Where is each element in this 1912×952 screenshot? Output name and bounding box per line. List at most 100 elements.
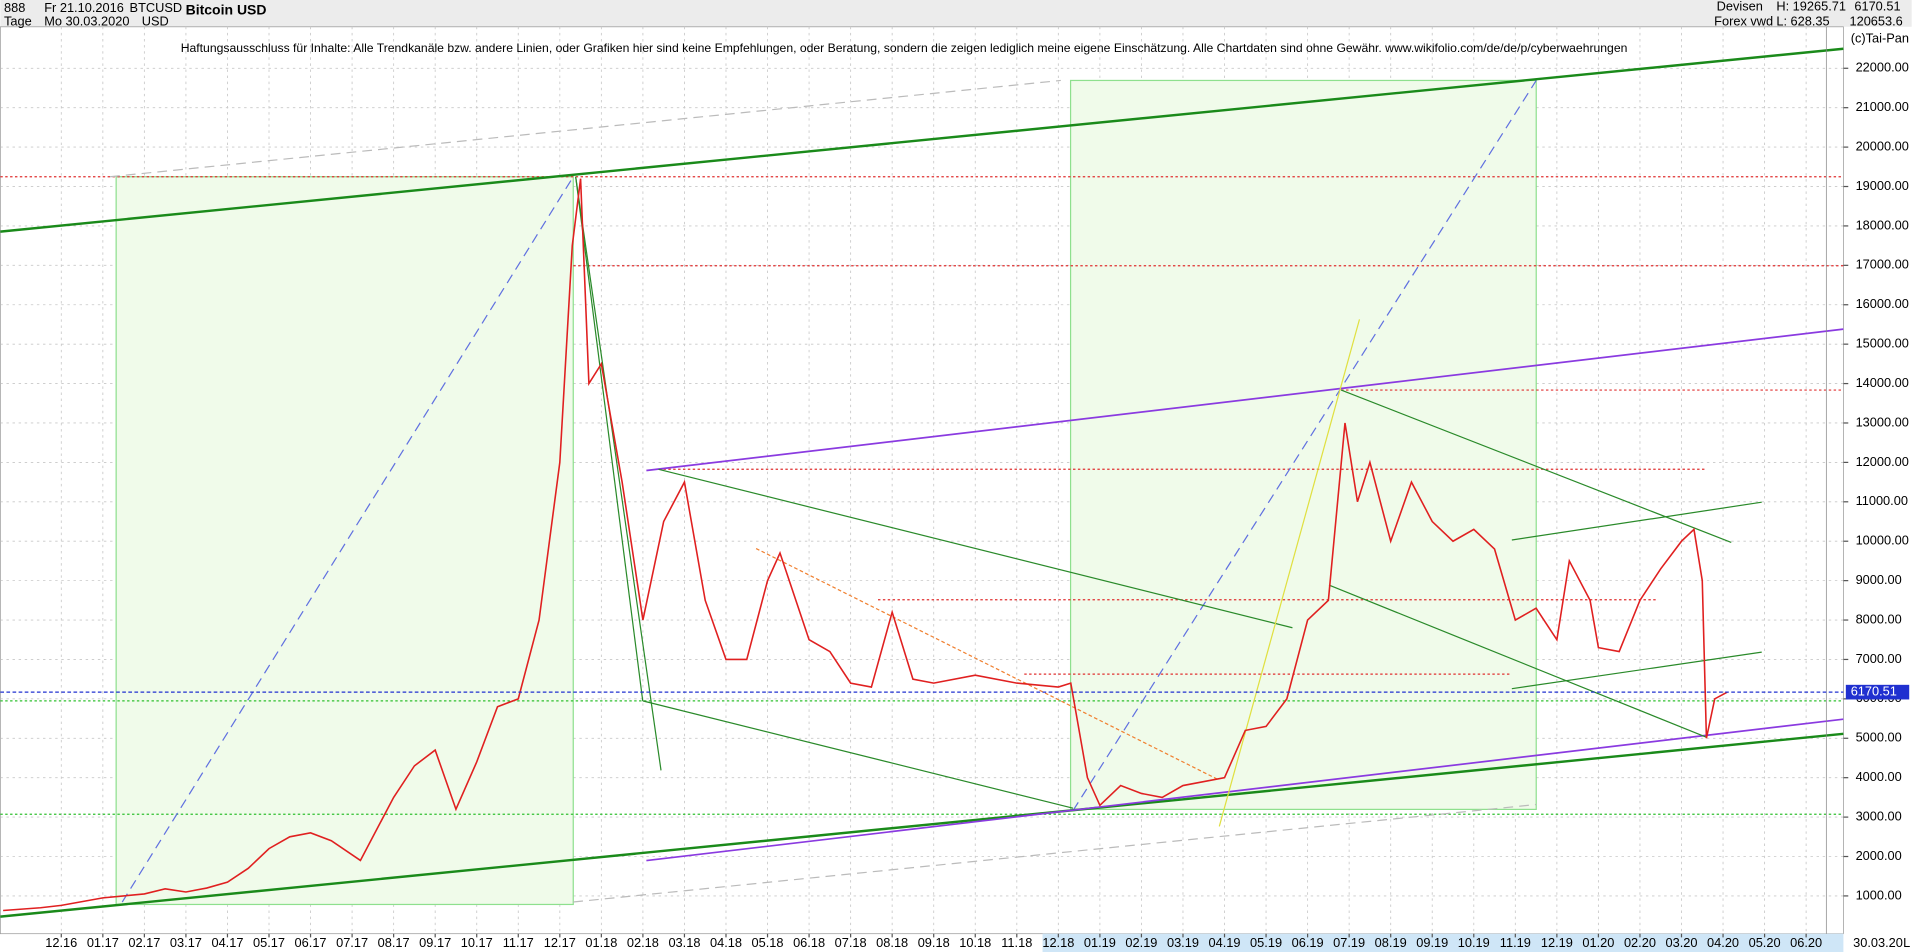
x-tick-label: 09.18 <box>918 935 950 950</box>
x-tick-label: 12.17 <box>544 935 576 950</box>
x-tick-label: 09.19 <box>1416 935 1448 950</box>
x-tick-label: 12.16 <box>45 935 77 950</box>
toolbar-code[interactable]: 888 <box>4 0 25 15</box>
toolbar-period[interactable]: Tage <box>4 13 32 28</box>
y-tick-label: 18000.00 <box>1856 217 1909 232</box>
trend-line <box>1328 584 1708 739</box>
trend-line <box>1218 319 1361 827</box>
x-tick-label: 05.17 <box>253 935 285 950</box>
x-tick-label: 01.19 <box>1084 935 1116 950</box>
x-tick-label: 03.20 <box>1666 935 1698 950</box>
y-tick-label: 14000.00 <box>1856 375 1909 390</box>
x-tick-label: 08.18 <box>876 935 908 950</box>
x-tick-label: 04.20 <box>1707 935 1739 950</box>
trend-line <box>646 718 1844 862</box>
disclaimer: Haftungsausschluss für Inhalte: Alle Tre… <box>181 41 1628 55</box>
x-tick-label: 03.17 <box>170 935 202 950</box>
x-tick-label: 12.18 <box>1042 935 1074 950</box>
x-tick-label: 05.20 <box>1749 935 1781 950</box>
x-tick-label: 04.17 <box>211 935 243 950</box>
toolbar-high: H: 19265.71 <box>1776 0 1846 14</box>
x-tick-label: 08.19 <box>1375 935 1407 950</box>
x-tick-label: 04.18 <box>710 935 742 950</box>
trend-line <box>575 176 644 701</box>
x-tick-label: 07.18 <box>835 935 867 950</box>
x-tick-label: 07.17 <box>336 935 368 950</box>
toolbar-from: Fr 21.10.2016 <box>44 0 124 15</box>
y-tick-label: 20000.00 <box>1856 138 1909 153</box>
y-tick-label: 17000.00 <box>1856 257 1909 272</box>
last-price-label: 6170.51 <box>1851 684 1897 699</box>
y-tick-label: 3000.00 <box>1856 808 1902 823</box>
x-tick-label: 08.17 <box>378 935 410 950</box>
x-tick-label: 05.19 <box>1250 935 1282 950</box>
toolbar <box>0 0 1912 27</box>
x-tick-label: 05.18 <box>752 935 784 950</box>
x-tick-label: 10.19 <box>1458 935 1490 950</box>
price-line <box>3 178 1728 912</box>
axis-scale: L <box>1903 935 1910 950</box>
trend-line <box>658 468 1293 629</box>
x-tick-label: 11.18 <box>1001 935 1032 950</box>
y-tick-label: 11000.00 <box>1856 493 1908 508</box>
y-tick-label: 5000.00 <box>1856 730 1902 745</box>
x-tick-label: 12.19 <box>1541 935 1573 950</box>
x-tick-label: 11.19 <box>1500 935 1531 950</box>
chart-title: Bitcoin USD <box>186 2 267 18</box>
trend-line <box>1511 501 1762 541</box>
x-tick-label: 11.17 <box>503 935 534 950</box>
x-tick-label: 02.18 <box>627 935 659 950</box>
x-tick-label: 01.18 <box>585 935 617 950</box>
copyright: (c)Tai-Pan <box>1851 30 1909 45</box>
x-tick-label: 04.19 <box>1209 935 1241 950</box>
toolbar-market: Devisen <box>1717 0 1763 14</box>
x-tick-label: 03.19 <box>1167 935 1199 950</box>
toolbar-low: L: 628.35 <box>1776 13 1829 28</box>
toolbar-to: Mo 30.03.2020 <box>44 13 129 28</box>
x-tick-label: 10.17 <box>461 935 493 950</box>
last-price-box <box>1845 684 1910 700</box>
y-tick-label: 13000.00 <box>1856 414 1909 429</box>
x-tick-label: 10.18 <box>959 935 991 950</box>
x-tick-label: 01.17 <box>87 935 119 950</box>
trend-line <box>642 700 1074 809</box>
trend-line <box>575 176 662 771</box>
x-tick-label: 09.17 <box>419 935 451 950</box>
x-tick-label: 02.19 <box>1125 935 1157 950</box>
y-tick-label: 21000.00 <box>1856 99 1909 114</box>
x-tick-label: 03.18 <box>668 935 700 950</box>
trend-line <box>0 732 1844 918</box>
y-tick-label: 2000.00 <box>1856 848 1902 863</box>
y-tick-label: 10000.00 <box>1856 533 1909 548</box>
x-tick-label: 02.20 <box>1624 935 1656 950</box>
y-tick-label: 9000.00 <box>1856 572 1902 587</box>
toolbar-currency: USD <box>142 13 169 28</box>
y-tick-label: 1000.00 <box>1856 887 1902 902</box>
toolbar-symbol: BTCUSD <box>130 0 183 15</box>
drawings <box>0 26 1844 934</box>
trend-line <box>646 328 1844 472</box>
foreground-layer: 1000.002000.003000.004000.005000.006000.… <box>0 60 1910 950</box>
x-tick-label: 06.17 <box>295 935 327 950</box>
zone-box <box>115 176 574 906</box>
y-tick-label: 19000.00 <box>1856 178 1909 193</box>
x-tick-label: 06.19 <box>1292 935 1324 950</box>
axis-highlight <box>1042 933 1844 952</box>
x-tick-label: 06.18 <box>793 935 825 950</box>
trend-line <box>1511 651 1762 690</box>
axis-date: 30.03.20 <box>1853 935 1903 950</box>
trend-line <box>573 803 1537 903</box>
trend-line <box>755 547 1220 781</box>
x-tick-label: 07.19 <box>1333 935 1365 950</box>
y-tick-label: 7000.00 <box>1856 651 1902 666</box>
toolbar-last: 6170.51 <box>1854 0 1900 14</box>
y-tick-label: 8000.00 <box>1856 611 1902 626</box>
toolbar-source: Forex vwd <box>1714 13 1773 28</box>
trend-line <box>1072 80 1537 811</box>
y-tick-label: 16000.00 <box>1856 296 1909 311</box>
y-tick-label: 15000.00 <box>1856 336 1909 351</box>
trend-line <box>0 47 1844 233</box>
x-tick-label: 01.20 <box>1582 935 1614 950</box>
y-tick-label: 12000.00 <box>1856 454 1909 469</box>
